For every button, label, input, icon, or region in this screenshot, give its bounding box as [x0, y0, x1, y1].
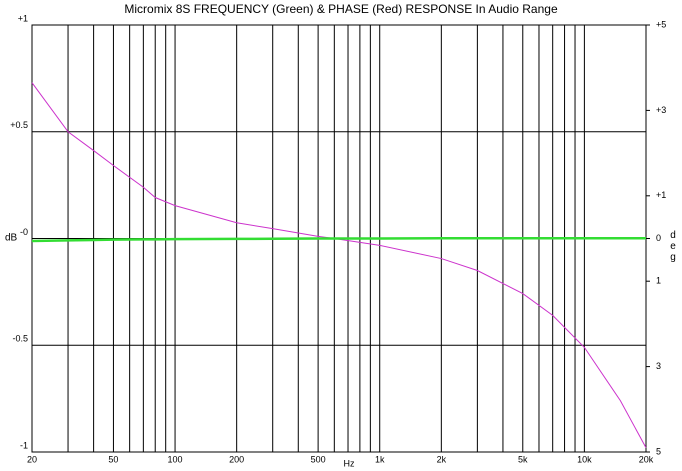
y2-tick-label: 1 — [656, 276, 661, 286]
x-tick-label: 200 — [229, 454, 244, 464]
x-axis-label: Hz — [344, 458, 355, 468]
x-tick-label: 500 — [311, 454, 326, 464]
y-tick-label: +0.5 — [10, 120, 28, 130]
y-tick-label: -1 — [20, 440, 28, 450]
y2-tick-label: +5 — [656, 19, 666, 29]
x-tick-label: 10k — [577, 454, 592, 464]
y2-axis-label: deg — [668, 230, 679, 263]
x-tick-label: 50 — [108, 454, 118, 464]
chart-title: Micromix 8S FREQUENCY (Green) & PHASE (R… — [124, 2, 558, 16]
x-tick-label: 20 — [27, 454, 37, 464]
y2-tick-label: 5 — [656, 446, 661, 456]
series-line — [31, 237, 646, 243]
y-tick-label: +1 — [18, 13, 28, 23]
y2-tick-label: 0 — [656, 233, 661, 243]
y-tick-label: -0 — [20, 227, 28, 237]
x-tick-label: 5k — [518, 454, 528, 464]
x-tick-label: 2k — [437, 454, 447, 464]
y2-tick-label: +3 — [656, 105, 666, 115]
y-tick-label: -0.5 — [12, 334, 28, 344]
y-axis-label: dB — [5, 233, 18, 244]
x-tick-label: 1k — [375, 454, 385, 464]
y2-tick-label: +1 — [656, 190, 666, 200]
x-tick-label: 100 — [168, 454, 183, 464]
series-line — [31, 82, 647, 448]
y2-tick-label: 3 — [656, 361, 661, 371]
x-tick-label: 20k — [639, 454, 654, 464]
